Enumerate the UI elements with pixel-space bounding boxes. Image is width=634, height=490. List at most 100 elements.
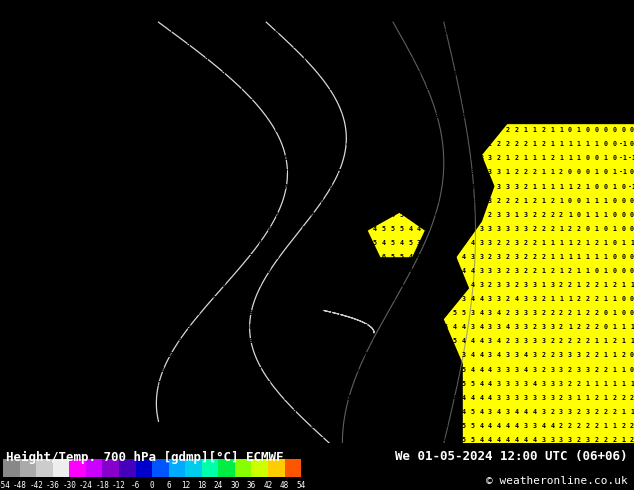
Text: 11: 11	[7, 226, 15, 232]
Text: 10: 10	[105, 268, 112, 274]
Text: 7: 7	[213, 29, 217, 35]
Text: 7: 7	[222, 127, 226, 133]
Text: 7: 7	[311, 381, 314, 387]
Text: 9: 9	[204, 254, 208, 260]
Text: 8: 8	[124, 57, 128, 63]
Text: 11: 11	[34, 85, 41, 91]
Text: 3: 3	[408, 141, 412, 147]
Text: 5: 5	[320, 170, 323, 175]
Text: 8: 8	[169, 226, 172, 232]
Text: 10: 10	[105, 352, 112, 359]
Text: 7: 7	[302, 240, 306, 246]
Text: 11: 11	[7, 352, 15, 359]
Text: 5: 5	[435, 437, 439, 443]
Text: 11: 11	[7, 339, 15, 344]
Text: 7: 7	[222, 85, 226, 91]
Text: 11: 11	[0, 310, 6, 316]
Text: 7: 7	[373, 367, 377, 372]
Text: 7: 7	[178, 43, 181, 49]
Text: 9: 9	[222, 437, 226, 443]
Text: 7: 7	[346, 367, 350, 372]
Text: -1: -1	[619, 0, 627, 6]
Text: 9: 9	[115, 57, 119, 63]
Text: 6: 6	[337, 268, 341, 274]
Text: 5: 5	[328, 127, 332, 133]
Text: 5: 5	[240, 15, 243, 21]
Text: 2: 2	[568, 282, 572, 288]
Text: 7: 7	[195, 113, 199, 119]
Text: 11: 11	[96, 367, 103, 372]
Text: 8: 8	[266, 381, 270, 387]
Text: 6: 6	[364, 212, 368, 218]
Text: 4: 4	[417, 197, 421, 204]
Text: 11: 11	[0, 254, 6, 260]
Text: 10: 10	[131, 155, 139, 161]
Text: 4: 4	[453, 381, 456, 387]
Text: 6: 6	[257, 15, 261, 21]
Text: 2: 2	[506, 127, 510, 133]
Text: 2: 2	[577, 423, 581, 429]
Text: 10: 10	[25, 99, 32, 105]
Text: 8: 8	[204, 226, 208, 232]
Text: 0: 0	[533, 99, 536, 105]
Text: 6: 6	[249, 29, 252, 35]
Text: 8: 8	[115, 71, 119, 77]
Text: 11: 11	[51, 367, 59, 372]
Text: 2: 2	[470, 43, 474, 49]
Text: 11: 11	[113, 423, 121, 429]
Text: 5: 5	[275, 43, 279, 49]
Text: 10: 10	[96, 240, 103, 246]
Text: 8: 8	[293, 437, 297, 443]
Text: 11: 11	[42, 197, 50, 204]
Text: 11: 11	[16, 197, 23, 204]
Text: 0: 0	[621, 57, 625, 63]
Text: 4: 4	[470, 339, 474, 344]
Text: 4: 4	[417, 339, 421, 344]
Text: 2: 2	[524, 254, 527, 260]
Text: 4: 4	[497, 339, 501, 344]
Text: 3: 3	[382, 99, 385, 105]
Text: 6: 6	[328, 197, 332, 204]
Text: 4: 4	[391, 212, 394, 218]
Text: 9: 9	[160, 296, 164, 302]
Text: 1: 1	[488, 85, 492, 91]
Text: 6: 6	[284, 240, 288, 246]
Text: -1: -1	[602, 71, 609, 77]
Text: 11: 11	[0, 57, 6, 63]
Text: 10: 10	[87, 71, 94, 77]
Text: 6: 6	[382, 394, 385, 401]
Text: 11: 11	[16, 254, 23, 260]
Text: 3: 3	[435, 57, 439, 63]
Text: © weatheronline.co.uk: © weatheronline.co.uk	[486, 476, 628, 486]
Text: 9: 9	[151, 212, 155, 218]
Text: 10: 10	[211, 409, 219, 415]
Text: 6: 6	[231, 71, 235, 77]
Text: 9: 9	[142, 127, 146, 133]
Text: 2: 2	[577, 226, 581, 232]
Text: 10: 10	[42, 71, 50, 77]
Text: 9: 9	[178, 394, 181, 401]
Text: 11: 11	[16, 99, 23, 105]
Text: 4: 4	[337, 57, 341, 63]
Text: 6: 6	[275, 184, 279, 190]
Text: 10: 10	[113, 141, 121, 147]
Text: 1: 1	[488, 57, 492, 63]
Text: 6: 6	[364, 437, 368, 443]
Text: 11: 11	[78, 352, 86, 359]
Text: 1: 1	[550, 43, 554, 49]
Text: 0: 0	[595, 268, 598, 274]
Text: 3: 3	[408, 57, 412, 63]
Text: 11: 11	[96, 409, 103, 415]
Text: 5: 5	[364, 240, 368, 246]
Text: 7: 7	[204, 29, 208, 35]
Text: 2: 2	[470, 57, 474, 63]
Text: 7: 7	[204, 113, 208, 119]
Text: 2: 2	[630, 423, 634, 429]
Text: 9: 9	[169, 268, 172, 274]
Text: 5: 5	[444, 423, 448, 429]
Text: 6: 6	[302, 282, 306, 288]
Text: 9: 9	[169, 394, 172, 401]
Text: 7: 7	[293, 381, 297, 387]
Text: 9: 9	[231, 282, 235, 288]
Text: 0: 0	[621, 296, 625, 302]
